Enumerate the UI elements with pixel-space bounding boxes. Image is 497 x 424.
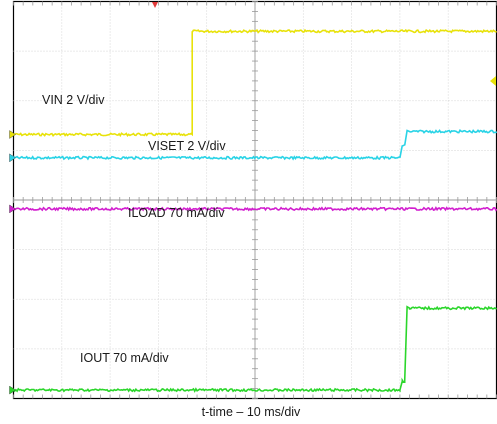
trace-4	[12, 305, 497, 393]
series-labels: VIN 2 V/div VISET 2 V/div ILOAD 70 mA/di…	[42, 93, 226, 365]
channel-marker-3	[9, 204, 16, 214]
channel-marker-2	[9, 153, 16, 163]
trace-2	[12, 129, 497, 161]
channel-markers	[9, 2, 496, 395]
traces	[12, 28, 497, 393]
series-label-vin: VIN 2 V/div	[42, 93, 105, 107]
x-axis-label: t-time – 10 ms/div	[202, 405, 301, 419]
trace-1	[13, 28, 497, 138]
series-label-iload: ILOAD 70 mA/div	[128, 206, 225, 220]
trace-3	[12, 206, 497, 212]
trigger-position-icon	[152, 2, 158, 8]
channel-marker-1	[9, 130, 16, 139]
series-label-viset: VISET 2 V/div	[148, 139, 226, 153]
channel-marker-4	[9, 385, 16, 395]
trigger-level-icon	[490, 76, 496, 86]
series-label-iout: IOUT 70 mA/div	[80, 351, 169, 365]
grid	[13, 1, 497, 399]
